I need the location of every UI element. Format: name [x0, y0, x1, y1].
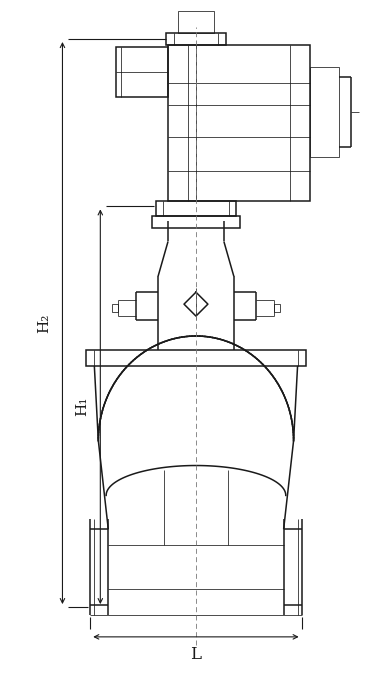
Bar [152, 216, 240, 228]
Bar [112, 304, 118, 312]
Bar [274, 304, 280, 312]
Text: L: L [191, 646, 201, 663]
Text: H₁: H₁ [75, 397, 89, 416]
Bar [168, 45, 309, 201]
Bar [178, 11, 214, 33]
Bar [166, 33, 226, 45]
Bar [86, 350, 305, 366]
Bar [116, 47, 168, 97]
Text: H₂: H₂ [38, 314, 52, 333]
Bar [156, 201, 236, 216]
Bar [309, 67, 339, 157]
